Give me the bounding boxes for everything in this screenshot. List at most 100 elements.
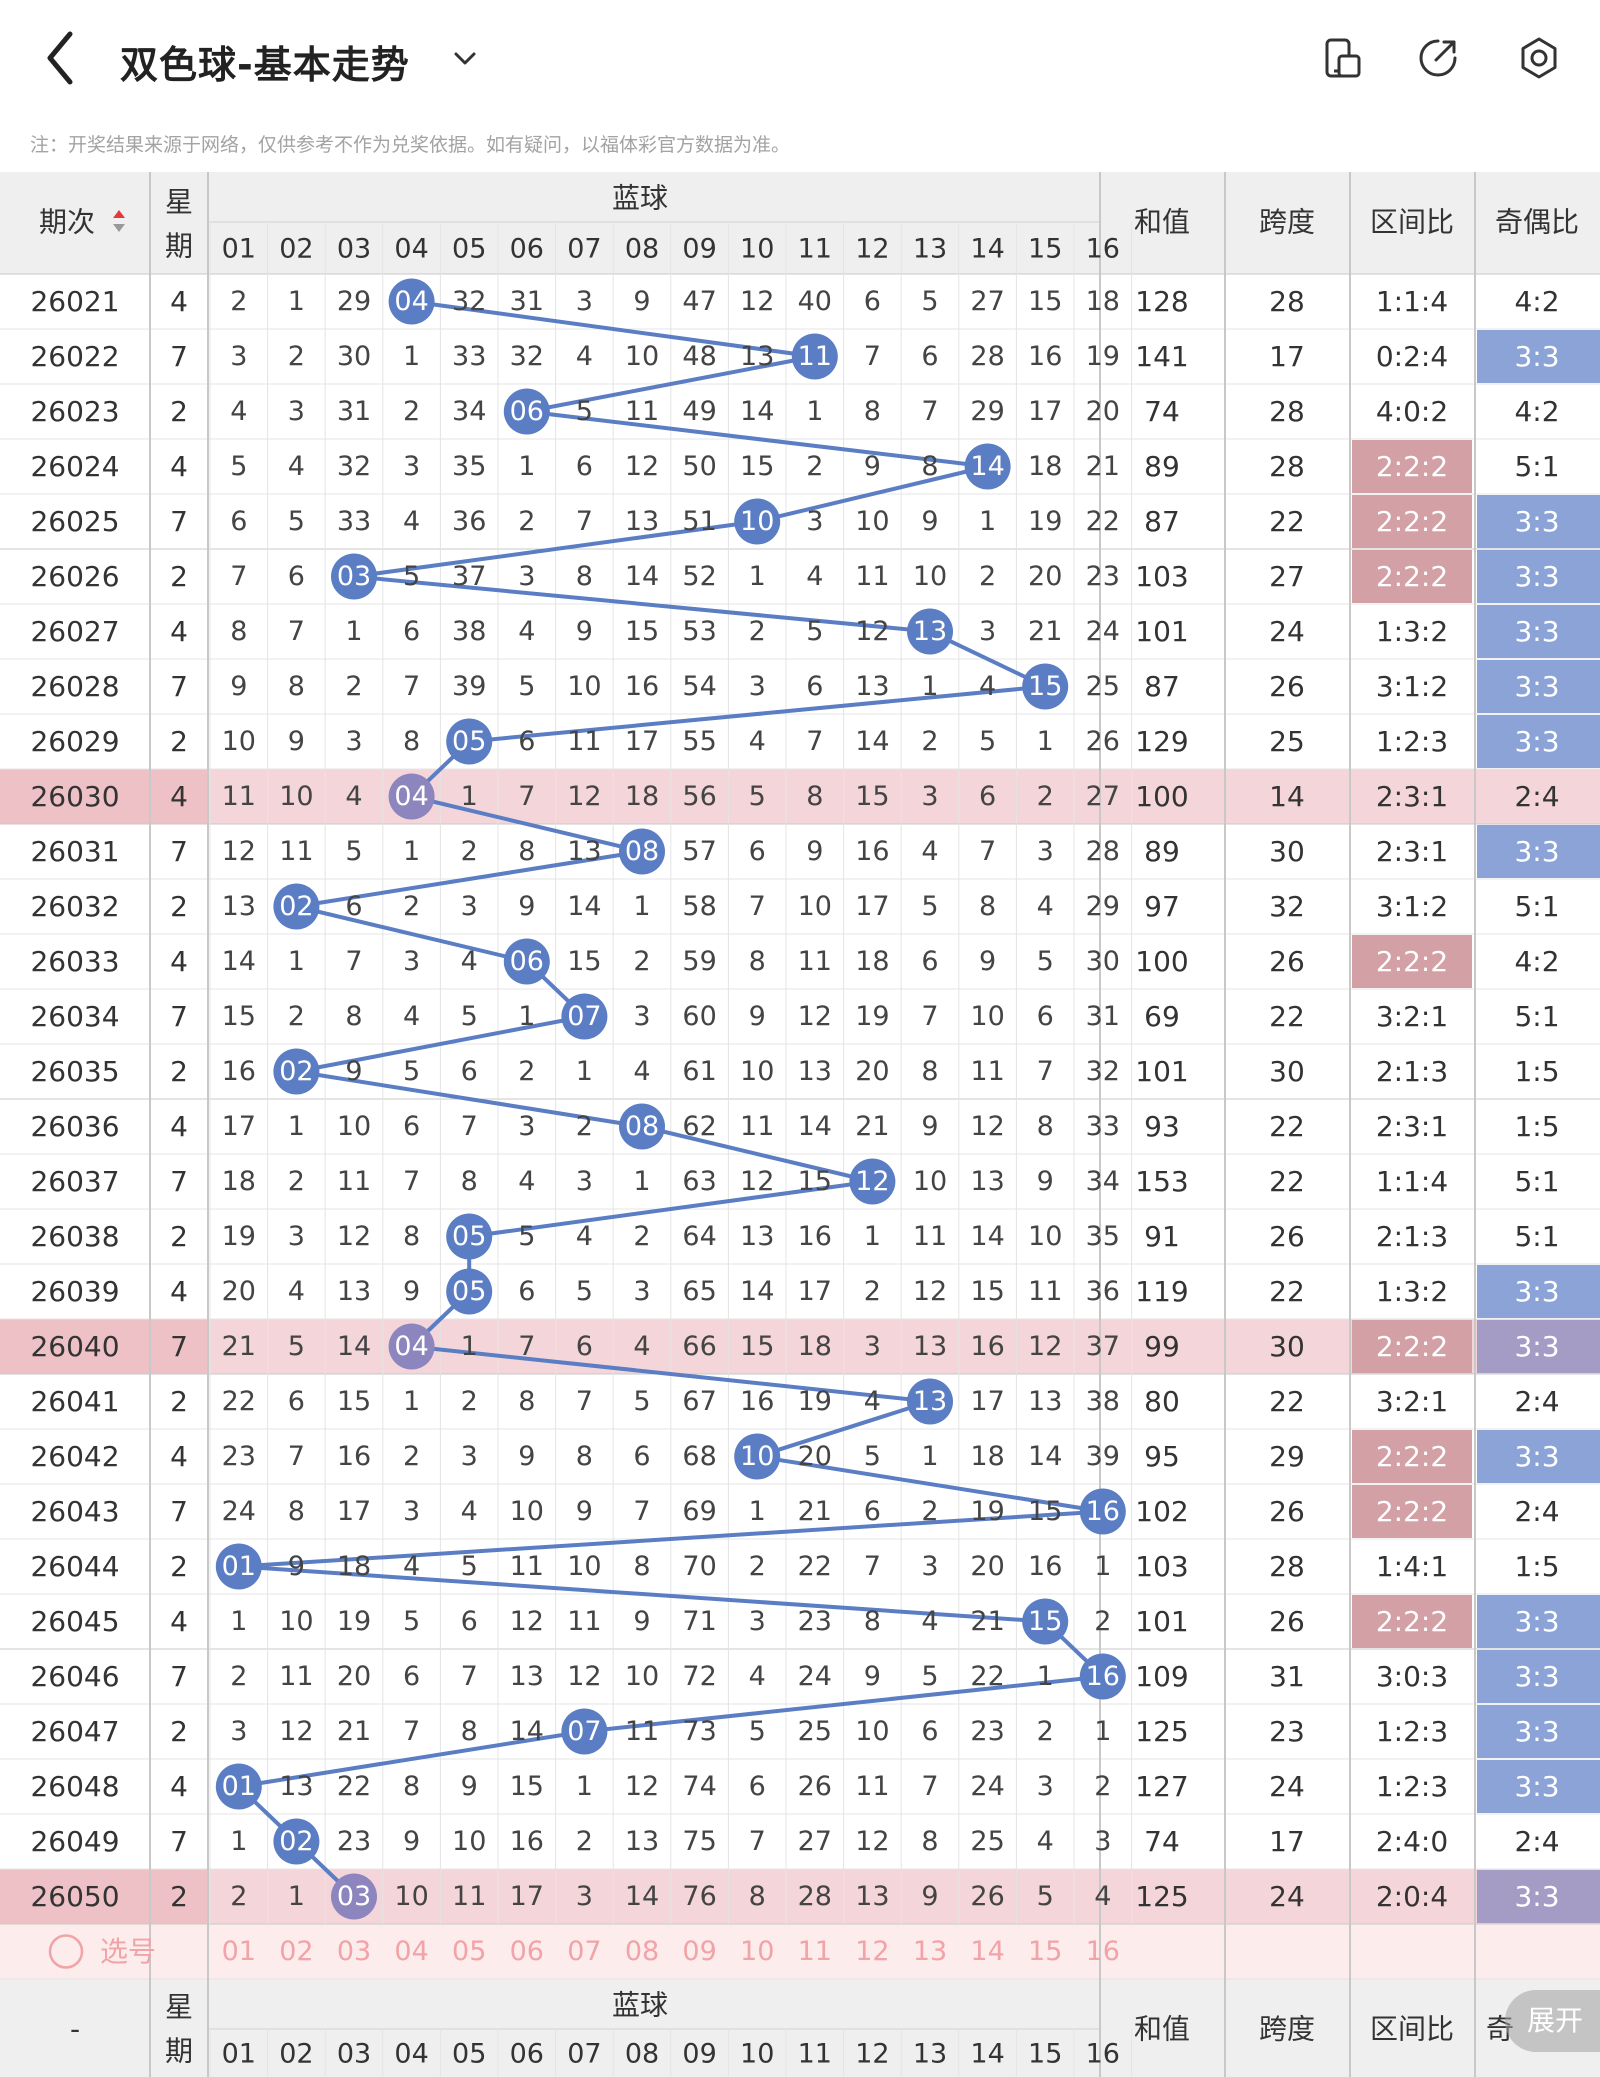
phone-layout-icon[interactable] [1318,34,1366,82]
omission-value: 3 [806,506,823,537]
odd-even-cell: 3:3 [1514,340,1559,373]
omission-value: 12 [222,836,256,867]
sort-icon[interactable] [113,210,125,232]
select-label[interactable]: 选号 [100,1935,156,1968]
weekday-cell: 7 [170,340,188,373]
span-cell: 22 [1269,1110,1305,1143]
omission-value: 16 [798,1221,832,1252]
weekday-cell: 7 [170,1495,188,1528]
zone-ratio-highlight [1352,1320,1472,1373]
odd-even-cell: 3:3 [1514,615,1559,648]
omission-value: 12 [337,1221,371,1252]
omission-value: 22 [337,1771,371,1802]
omission-value: 11 [222,781,256,812]
weekday-cell: 7 [170,835,188,868]
omission-value: 1 [403,836,420,867]
select-number[interactable]: 01 [222,1936,256,1967]
omission-value: 14 [740,1276,774,1307]
omission-value: 9 [461,1771,478,1802]
omission-value: 1 [403,1386,420,1417]
select-number[interactable]: 02 [279,1936,313,1967]
page-title[interactable]: 双色球-基本走势 [120,43,410,87]
odd-even-cell: 5:1 [1514,450,1559,483]
omission-value: 7 [461,1111,478,1142]
omission-value: 6 [518,1276,535,1307]
period-cell: 26045 [30,1605,119,1638]
select-number[interactable]: 03 [337,1936,371,1967]
omission-value: 6 [403,1661,420,1692]
blue-ball-number: 04 [394,1331,428,1362]
back-arrow-icon[interactable] [38,26,88,90]
span-cell: 27 [1269,560,1305,593]
select-number[interactable]: 11 [798,1936,832,1967]
share-icon[interactable] [1414,34,1462,82]
span-cell: 22 [1269,1000,1305,1033]
omission-value: 6 [1037,1001,1054,1032]
blue-ball-number: 06 [510,396,544,427]
odd-even-highlight [1477,1870,1600,1923]
omission-value: 8 [403,726,420,757]
select-number[interactable]: 06 [510,1936,544,1967]
period-cell: 26046 [30,1660,119,1693]
select-number[interactable]: 13 [913,1936,947,1967]
omission-value: 4 [864,1386,881,1417]
omission-value: 22 [222,1386,256,1417]
omission-value: 36 [452,506,486,537]
chevron-down-icon[interactable] [448,42,482,76]
sum-cell: 129 [1135,725,1188,758]
omission-value: 5 [921,1661,938,1692]
omission-value: 2 [1037,1716,1054,1747]
expand-button[interactable]: 展开 [1505,1990,1600,2052]
omission-value: 7 [921,1001,938,1032]
select-circle-icon[interactable] [48,1934,84,1969]
odd-even-cell: 1:5 [1514,1055,1559,1088]
select-number[interactable]: 15 [1028,1936,1062,1967]
omission-value: 10 [970,1001,1004,1032]
blue-ball-number: 03 [337,1881,371,1912]
footer-column-label: 15 [1028,2039,1062,2070]
omission-value: 52 [682,561,716,592]
omission-value: 75 [682,1826,716,1857]
omission-value: 23 [798,1606,832,1637]
settings-icon[interactable] [1515,34,1563,82]
omission-value: 8 [806,781,823,812]
blue-ball-number: 06 [510,946,544,977]
select-number[interactable]: 16 [1086,1936,1120,1967]
period-header[interactable]: 期次 [39,206,95,239]
omission-value: 25 [798,1716,832,1747]
select-number[interactable]: 07 [567,1936,601,1967]
omission-value: 6 [403,1111,420,1142]
omission-value: 8 [576,1441,593,1472]
omission-value: 3 [979,616,996,647]
select-number[interactable]: 14 [970,1936,1004,1967]
omission-value: 6 [576,1331,593,1362]
omission-value: 3 [403,946,420,977]
sum-cell: 89 [1144,835,1180,868]
blue-ball-number: 13 [913,1386,947,1417]
select-number[interactable]: 04 [394,1936,428,1967]
omission-value: 3 [230,341,247,372]
omission-value: 1 [979,506,996,537]
blue-ball-number: 04 [394,781,428,812]
select-number[interactable]: 09 [682,1936,716,1967]
blue-ball-marker [503,388,550,435]
omission-value: 50 [682,451,716,482]
omission-value: 17 [625,726,659,757]
select-number[interactable]: 08 [625,1936,659,1967]
omission-value: 4 [288,451,305,482]
omission-value: 1 [403,341,420,372]
omission-value: 6 [633,1441,650,1472]
blue-ball-marker [907,1378,953,1425]
select-number[interactable]: 05 [452,1936,486,1967]
omission-value: 37 [452,561,486,592]
omission-value: 12 [279,1716,313,1747]
select-number[interactable]: 12 [855,1936,889,1967]
omission-value: 2 [230,1881,247,1912]
omission-value: 15 [567,946,601,977]
select-number[interactable]: 10 [740,1936,774,1967]
highlight-row-bg [0,1319,1600,1374]
omission-value: 8 [633,1551,650,1582]
blue-ball-number: 03 [337,561,371,592]
omission-value: 16 [1028,341,1062,372]
